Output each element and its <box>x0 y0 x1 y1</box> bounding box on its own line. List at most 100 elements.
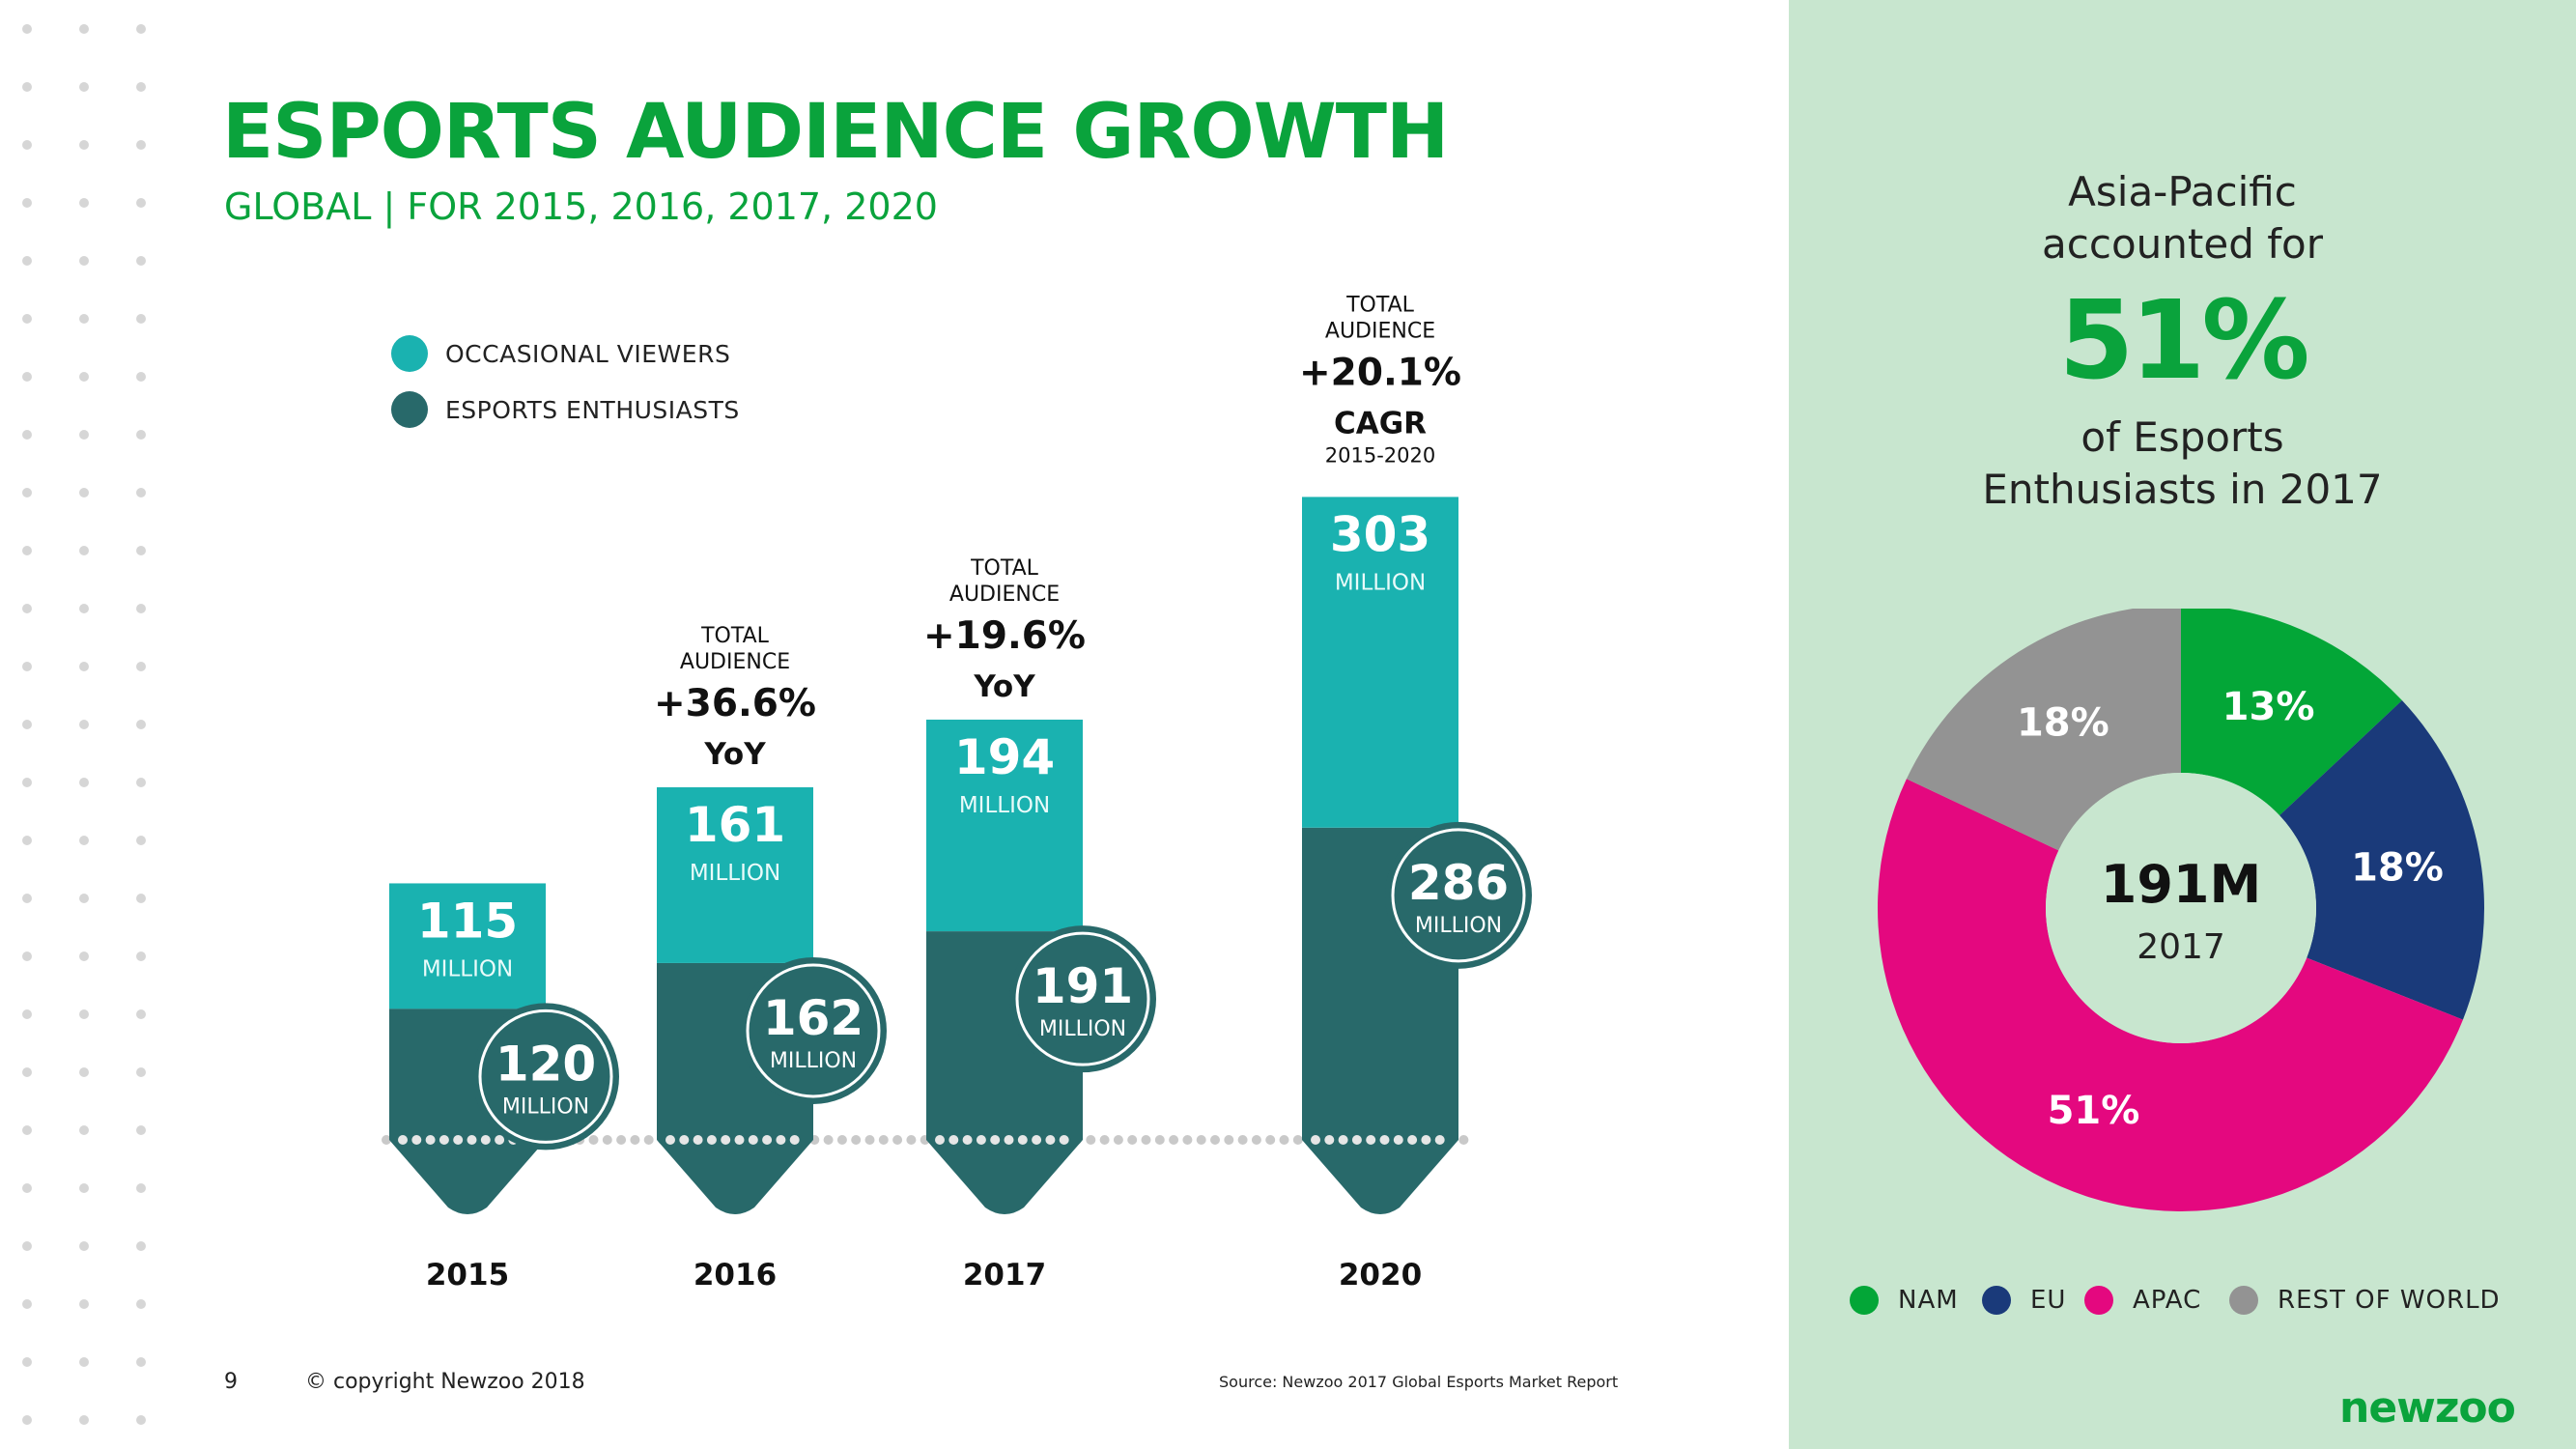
decorative-dot <box>79 314 89 324</box>
decorative-dot <box>136 198 146 208</box>
baseline-dot <box>706 1135 717 1145</box>
decorative-dot <box>136 836 146 845</box>
unit-label-enthusiasts-2016: MILLION <box>770 1049 857 1073</box>
baseline-dot <box>453 1135 464 1145</box>
donut-slice-apac <box>1877 779 2463 1212</box>
baseline-dot <box>1141 1135 1151 1145</box>
legend-label-occasional: OCCASIONAL VIEWERS <box>445 339 731 368</box>
annotation-header-2017: TOTAL <box>970 556 1039 581</box>
baseline-dot <box>602 1135 612 1145</box>
decorative-dot <box>79 256 89 266</box>
baseline-dot <box>1113 1135 1123 1145</box>
baseline-dot <box>588 1135 599 1145</box>
decorative-dot <box>22 1415 32 1425</box>
decorative-dot <box>79 836 89 845</box>
value-label-enthusiasts-2016: 162 <box>763 990 863 1046</box>
decorative-dot <box>79 82 89 92</box>
legend-swatch-enthusiasts <box>391 391 428 428</box>
decorative-dot <box>136 372 146 382</box>
pie-legend-swatch-rest <box>2229 1286 2258 1315</box>
badge-ring-2016 <box>746 963 881 1098</box>
baseline-dot <box>762 1135 773 1145</box>
decorative-dot <box>79 720 89 729</box>
baseline-dot <box>734 1135 745 1145</box>
baseline-dot <box>480 1135 491 1145</box>
badge-ring-2015 <box>478 1009 613 1144</box>
decorative-dot <box>22 314 32 324</box>
decorative-dot <box>79 1125 89 1135</box>
baseline-dot <box>425 1135 436 1145</box>
category-label-2016: 2016 <box>694 1258 777 1293</box>
decorative-dot <box>22 546 32 555</box>
baseline-dot <box>1251 1135 1261 1145</box>
decorative-dot <box>22 488 32 497</box>
decorative-dot <box>22 1357 32 1367</box>
decorative-dot-grid <box>22 24 146 1425</box>
baseline-dot <box>990 1135 1001 1145</box>
decorative-dot <box>136 256 146 266</box>
decorative-dot <box>136 1241 146 1251</box>
baseline-dot <box>382 1135 391 1145</box>
side-highlight-percent: 51% <box>2058 278 2309 404</box>
baseline-dot <box>1127 1135 1138 1145</box>
annotation-header-2016: TOTAL <box>700 624 770 648</box>
baseline-dot <box>1154 1135 1165 1145</box>
side-text-line1: Asia-Pacific <box>2068 168 2297 215</box>
baseline-dot <box>962 1135 973 1145</box>
unit-label-enthusiasts-2017: MILLION <box>1039 1017 1126 1041</box>
decorative-dot <box>22 1241 32 1251</box>
baseline-dot <box>935 1135 945 1145</box>
baseline-dot <box>467 1135 477 1145</box>
decorative-dot <box>136 1125 146 1135</box>
region-donut-chart: 13% 18% 51% 18% 191M 2017 <box>1877 609 2484 1212</box>
baseline-dot <box>1279 1135 1289 1145</box>
copyright-notice: © copyright Newzoo 2018 <box>305 1370 585 1394</box>
donut-slice-nam <box>2181 609 2402 816</box>
pie-legend-label-eu: EU <box>2030 1286 2067 1315</box>
baseline-dot <box>1338 1135 1348 1145</box>
pie-legend-swatch-apac <box>2084 1286 2113 1315</box>
donut-label-rest-of-world: 18% <box>2017 700 2109 745</box>
baseline-dot <box>948 1135 959 1145</box>
baseline-dot <box>1265 1135 1276 1145</box>
decorative-dot <box>79 372 89 382</box>
side-text-line2: accounted for <box>2042 220 2323 268</box>
baseline-dot <box>1045 1135 1056 1145</box>
decorative-dot <box>136 1009 146 1019</box>
value-label-enthusiasts-2017: 191 <box>1033 958 1133 1014</box>
baseline-dot <box>789 1135 800 1145</box>
decorative-dot <box>22 372 32 382</box>
decorative-dot <box>22 198 32 208</box>
donut-center-label: 2017 <box>2137 927 2225 967</box>
decorative-dot <box>136 952 146 961</box>
decorative-dot <box>22 24 32 34</box>
baseline-dot <box>776 1135 786 1145</box>
baseline-dot <box>1351 1135 1362 1145</box>
baseline-dot <box>630 1135 640 1145</box>
donut-center-value: 191M <box>2101 854 2261 915</box>
category-label-2017: 2017 <box>963 1258 1046 1293</box>
baseline-dot <box>1004 1135 1014 1145</box>
badge-ring-2017 <box>1015 931 1150 1066</box>
baseline-dot <box>1032 1135 1042 1145</box>
baseline-dot <box>1421 1135 1431 1145</box>
category-label-2015: 2015 <box>426 1258 509 1293</box>
unit-label-enthusiasts-2020: MILLION <box>1415 914 1502 938</box>
decorative-dot <box>79 1183 89 1193</box>
decorative-dot <box>136 1067 146 1077</box>
baseline-dot <box>1059 1135 1069 1145</box>
unit-label-enthusiasts-2015: MILLION <box>502 1094 589 1119</box>
decorative-dot <box>79 1241 89 1251</box>
baseline-dot <box>864 1135 875 1145</box>
page-title: ESPORTS AUDIENCE GROWTH <box>222 89 1449 176</box>
baseline-dot <box>1324 1135 1335 1145</box>
baseline-dot <box>643 1135 654 1145</box>
audience-bar-chart: 115MILLION120MILLION2015161MILLION162MIL… <box>382 293 1532 1293</box>
decorative-dot <box>22 1183 32 1193</box>
decorative-dot <box>79 662 89 671</box>
baseline-dot <box>976 1135 986 1145</box>
decorative-dot <box>79 1415 89 1425</box>
baseline-dot <box>1237 1135 1248 1145</box>
annotation-header-2020: TOTAL <box>1345 293 1415 317</box>
baseline-dot <box>1182 1135 1193 1145</box>
